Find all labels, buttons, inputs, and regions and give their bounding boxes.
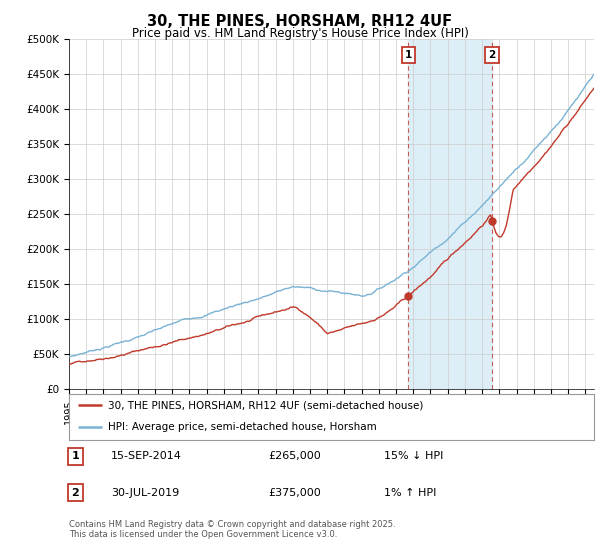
Text: Price paid vs. HM Land Registry's House Price Index (HPI): Price paid vs. HM Land Registry's House … [131, 27, 469, 40]
Text: Contains HM Land Registry data © Crown copyright and database right 2025.
This d: Contains HM Land Registry data © Crown c… [69, 520, 395, 539]
Text: 1: 1 [404, 50, 412, 60]
Text: 30, THE PINES, HORSHAM, RH12 4UF: 30, THE PINES, HORSHAM, RH12 4UF [148, 14, 452, 29]
Text: HPI: Average price, semi-detached house, Horsham: HPI: Average price, semi-detached house,… [109, 422, 377, 432]
Text: 30, THE PINES, HORSHAM, RH12 4UF (semi-detached house): 30, THE PINES, HORSHAM, RH12 4UF (semi-d… [109, 400, 424, 410]
Text: 1% ↑ HPI: 1% ↑ HPI [384, 488, 436, 498]
Bar [408, 39, 492, 389]
Text: 15% ↓ HPI: 15% ↓ HPI [384, 451, 443, 461]
Text: 2: 2 [71, 488, 79, 498]
Text: £375,000: £375,000 [269, 488, 321, 498]
Text: £265,000: £265,000 [269, 451, 321, 461]
Text: 30-JUL-2019: 30-JUL-2019 [111, 488, 179, 498]
Text: 1: 1 [71, 451, 79, 461]
Text: 15-SEP-2014: 15-SEP-2014 [111, 451, 182, 461]
Text: 2: 2 [488, 50, 496, 60]
